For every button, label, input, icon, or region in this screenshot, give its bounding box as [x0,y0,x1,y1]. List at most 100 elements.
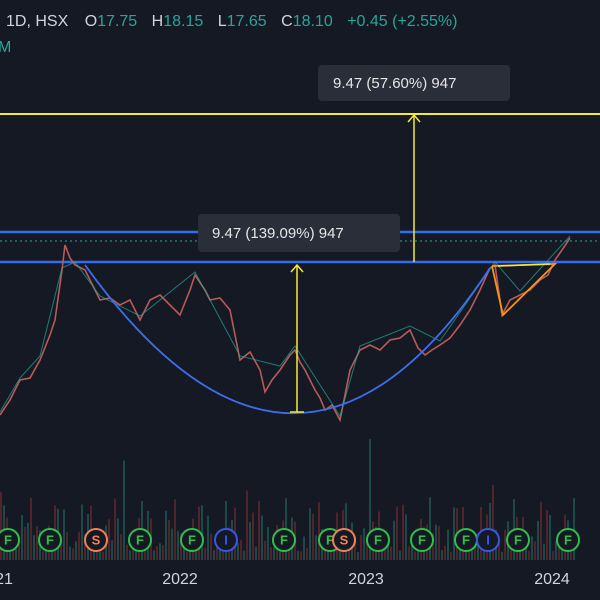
x-axis-label: 2024 [534,571,570,588]
close: 18.10 [293,13,333,30]
volume-bar [78,531,80,560]
volume-bar [312,513,314,560]
event-badge [366,528,390,552]
volume-bar [384,545,386,560]
volume-bar [459,542,461,560]
handle-top [497,263,551,267]
open-label: O [85,13,97,30]
event-badge [332,528,356,552]
volume-bar [21,515,23,560]
volume-bar [15,549,17,560]
volume-bar [432,533,434,560]
price-path-up [0,235,571,418]
volume-bar [210,533,212,560]
annotation-box [198,214,400,252]
volume-bar [573,498,575,560]
volume-bar [444,545,446,560]
close-label: C [281,13,293,30]
volume-bar [450,551,452,560]
volume-bar [357,551,359,560]
open: 17.75 [97,13,137,30]
volume-bar [474,543,476,560]
volume-bar [309,508,311,560]
volume-bar [315,535,317,560]
volume-bar [195,546,197,560]
volume-bar [549,515,551,560]
volume-bar [525,541,527,560]
cup-curve [84,264,491,414]
volume-bar [126,544,128,560]
event-badge [38,528,62,552]
volume-bar [546,510,548,560]
volume-bar [264,540,266,560]
volume-bar [537,520,539,560]
volume-bar [501,551,503,560]
volume-bar [303,536,305,560]
volume-bar [267,527,269,560]
volume-bar [33,535,35,560]
event-label: S [92,532,101,547]
event-badge [556,528,580,552]
volume-bar [51,551,53,560]
arrow-head [407,113,421,123]
volume-bar [543,543,545,560]
volume-bar [168,520,170,560]
event-badge [272,528,296,552]
volume-bar [429,497,431,560]
volume-bar [402,504,404,560]
volume-bar [561,546,563,560]
volume-bar [99,546,101,560]
volume-bar [153,550,155,560]
high: 18.15 [163,13,203,30]
annotation: 9.47 (57.60%) 947 [333,75,456,92]
volume-bar [207,515,209,560]
high-label: H [152,13,164,30]
event-badge [180,528,204,552]
volume-bar [72,548,74,560]
event-label: F [374,532,382,547]
event-badge [0,528,20,552]
indicator-label: M [0,39,11,56]
volume-bar [108,519,110,560]
volume-bar [81,504,83,560]
volume-bar [453,507,455,560]
volume-bar [249,522,251,560]
volume-bar [213,550,215,560]
event-label: F [418,532,426,547]
volume-bar [174,499,176,560]
volume-bar [255,546,257,560]
x-axis-label: 21 [0,571,13,588]
volume-bar [468,545,470,560]
event-label: F [280,532,288,547]
volume-bar [36,526,38,560]
volume-bar [369,439,371,560]
volume-bar [9,546,11,560]
volume-bar [393,520,395,560]
volume-bar [186,551,188,560]
event-label: I [486,532,490,547]
volume-bar [60,541,62,560]
low-label: L [218,13,227,30]
volume-bar [144,545,146,560]
volume-bar [27,522,29,560]
volume-bar [69,546,71,560]
volume-bar [102,551,104,560]
volume-bar [63,509,65,560]
volume-bar [18,543,20,560]
event-label: F [514,532,522,547]
volume-bar [123,460,125,560]
event-label: F [462,532,470,547]
volume-bar [348,549,350,560]
volume-bar [360,535,362,560]
event-badge [128,528,152,552]
volume-bar [552,550,554,560]
event-badge [410,528,434,552]
volume-bar [408,546,410,560]
volume-bar [252,512,254,560]
volume-bar [531,536,533,560]
volume-bar [42,551,44,560]
ohlc-header: 1D, HSX O17.75 H18.15 L17.65 C18.10 +0.4… [6,13,457,30]
volume-bar [120,534,122,560]
volume-bar [417,546,419,560]
